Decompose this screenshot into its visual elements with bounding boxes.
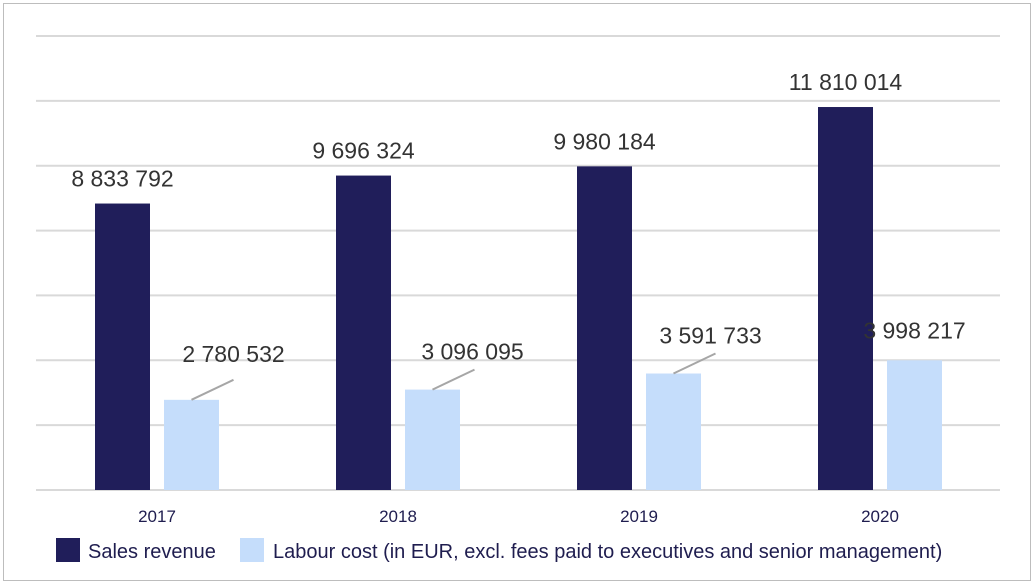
sales-revenue-bar — [577, 166, 632, 491]
labour-cost-data-label: 3 096 095 — [421, 339, 523, 365]
labour-cost-data-label: 3 998 217 — [863, 317, 965, 343]
labour-cost-bar — [405, 389, 460, 490]
labour-cost-bar — [646, 373, 701, 490]
chart-frame — [3, 3, 1031, 581]
leader-line — [673, 352, 716, 375]
labour-cost-data-label: 3 591 733 — [659, 323, 761, 349]
sales-revenue-bar — [818, 107, 873, 490]
x-tick-label: 2018 — [379, 507, 417, 526]
sales-revenue-data-label: 11 810 014 — [789, 69, 903, 95]
x-tick-label: 2020 — [861, 507, 899, 526]
sales-revenue-data-label: 8 833 792 — [71, 166, 173, 192]
legend-swatch-sales-revenue — [56, 538, 80, 562]
sales-revenue-data-label: 9 696 324 — [312, 138, 415, 164]
sales-revenue-data-label: 9 980 184 — [553, 128, 656, 154]
labour-cost-data-label: 2 780 532 — [182, 341, 284, 367]
labour-cost-bar — [164, 399, 219, 490]
sales-revenue-bar — [336, 175, 391, 490]
legend-label-sales-revenue: Sales revenue — [88, 541, 216, 563]
legend-swatch-labour-cost — [240, 538, 264, 562]
sales-revenue-bar — [95, 203, 150, 490]
x-tick-label: 2019 — [620, 507, 658, 526]
leader-line — [432, 368, 475, 391]
leader-line — [191, 378, 234, 401]
legend-label-labour-cost: Labour cost (in EUR, excl. fees paid to … — [273, 541, 942, 563]
labour-cost-bar — [887, 360, 942, 490]
x-tick-label: 2017 — [138, 507, 176, 526]
